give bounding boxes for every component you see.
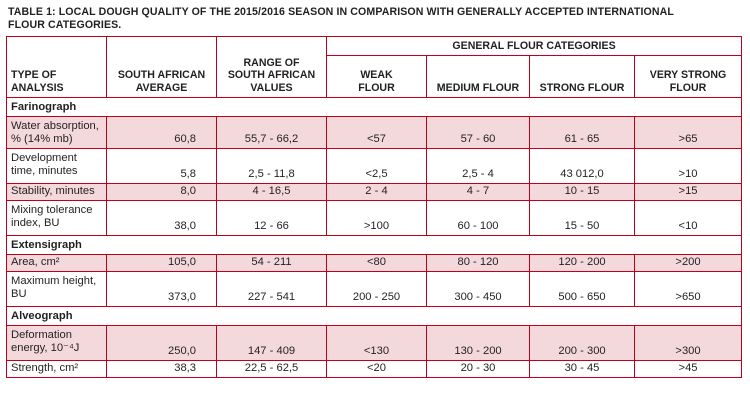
cell-strong: 200 - 300 [529,325,635,361]
cell-strong: 10 - 15 [529,183,635,201]
cell-very-strong: >65 [633,116,743,149]
row-label: Maximum height, BU [6,271,107,307]
table-row: Mixing tolerance index, BU 38,0 12 - 66 >… [6,200,743,236]
cell-strong: 120 - 200 [529,254,635,272]
caption-line-1: TABLE 1: LOCAL DOUGH QUALITY OF THE 2015… [8,6,674,18]
cell-weak: >100 [326,200,427,236]
cell-very-strong: >300 [633,325,743,361]
table-caption: TABLE 1: LOCAL DOUGH QUALITY OF THE 2015… [8,6,728,32]
caption-line-2: FLOUR CATEGORIES. [8,19,122,31]
section-row-farinograph: Farinograph [5,97,743,117]
cell-strong: 43 012,0 [529,148,635,184]
cell-very-strong: >10 [633,148,743,184]
cell-range: 55,7 - 66,2 [216,116,327,149]
row-label: Area, cm² [6,254,107,272]
cell-medium: 20 - 30 [426,360,530,378]
cell-medium: 130 - 200 [426,325,530,361]
row-label: Strength, cm² [6,360,107,378]
table-row: Strength, cm² 38,3 22,5 - 62,5 <20 20 - … [6,360,743,378]
cell-average: 60,8 [106,116,217,149]
header-very-strong-flour: VERY STRONG FLOUR [633,55,743,98]
table-row: Maximum height, BU 373,0 227 - 541 200 - … [6,271,743,307]
row-label: Deformation energy, 10⁻⁴J [6,325,107,361]
table-row: Stability, minutes 8,0 4 - 16,5 2 - 4 4 … [6,183,743,201]
cell-average: 38,0 [106,200,217,236]
cell-average: 5,8 [106,148,217,184]
cell-average: 373,0 [106,271,217,307]
section-label: Extensigraph [5,235,743,255]
cell-weak: <2,5 [326,148,427,184]
cell-very-strong: <10 [633,200,743,236]
cell-range: 22,5 - 62,5 [216,360,327,378]
cell-very-strong: >15 [633,183,743,201]
cell-strong: 30 - 45 [529,360,635,378]
row-label: Stability, minutes [6,183,107,201]
section-row-alveograph: Alveograph [5,306,743,326]
header-south-african-average: SOUTH AFRICAN AVERAGE [106,36,217,98]
header-medium-flour: MEDIUM FLOUR [426,55,530,98]
cell-medium: 4 - 7 [426,183,530,201]
row-label: Mixing tolerance index, BU [6,200,107,236]
table-row: Development time, minutes 5,8 2,5 - 11,8 … [6,148,743,184]
header-strong-flour: STRONG FLOUR [529,55,635,98]
section-row-extensigraph: Extensigraph [5,235,743,255]
cell-strong: 15 - 50 [529,200,635,236]
header-type-of-analysis: TYPE OF ANALYSIS [6,36,107,98]
table-row: Deformation energy, 10⁻⁴J 250,0 147 - 409… [6,325,743,361]
cell-strong: 500 - 650 [529,271,635,307]
row-label: Development time, minutes [6,148,107,184]
table-row: Area, cm² 105,0 54 - 211 <80 80 - 120 12… [6,254,743,272]
cell-weak: 2 - 4 [326,183,427,201]
header-range-values: RANGE OF SOUTH AFRICAN VALUES [216,36,327,98]
cell-weak: <80 [326,254,427,272]
cell-average: 8,0 [106,183,217,201]
cell-medium: 60 - 100 [426,200,530,236]
cell-range: 12 - 66 [216,200,327,236]
cell-range: 147 - 409 [216,325,327,361]
cell-average: 105,0 [106,254,217,272]
cell-medium: 57 - 60 [426,116,530,149]
cell-weak: <20 [326,360,427,378]
cell-very-strong: >200 [633,254,743,272]
table-row: Water absorption,% (14% mb) 60,8 55,7 - … [6,116,743,149]
cell-weak: <130 [326,325,427,361]
cell-medium: 2,5 - 4 [426,148,530,184]
section-label: Alveograph [5,306,743,326]
header-general-flour-categories: GENERAL FLOUR CATEGORIES [325,36,743,56]
cell-range: 2,5 - 11,8 [216,148,327,184]
cell-range: 4 - 16,5 [216,183,327,201]
cell-range: 54 - 211 [216,254,327,272]
cell-average: 38,3 [106,360,217,378]
cell-weak: <57 [326,116,427,149]
cell-weak: 200 - 250 [326,271,427,307]
section-label: Farinograph [5,97,743,117]
cell-very-strong: >45 [633,360,743,378]
header-weak-flour: WEAK FLOUR [326,55,427,98]
row-label: Water absorption,% (14% mb) [6,116,107,149]
cell-range: 227 - 541 [216,271,327,307]
cell-average: 250,0 [106,325,217,361]
cell-medium: 80 - 120 [426,254,530,272]
dough-quality-table: TYPE OF ANALYSIS SOUTH AFRICAN AVERAGE RAN… [5,36,743,378]
cell-strong: 61 - 65 [529,116,635,149]
cell-medium: 300 - 450 [426,271,530,307]
cell-very-strong: >650 [633,271,743,307]
